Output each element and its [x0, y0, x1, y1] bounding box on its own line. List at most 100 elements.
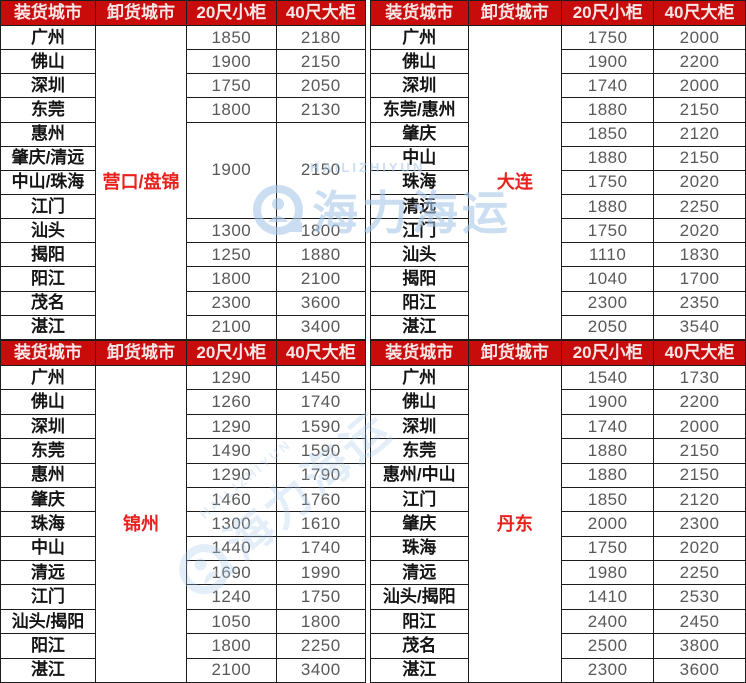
table-row: 中山 1880 2150 [370, 145, 746, 171]
table-row: 阳江 1800 2250 [0, 633, 367, 659]
table-row: 湛江 2100 3400 [0, 657, 367, 683]
price-20ft-cell: 1750 [561, 535, 655, 562]
price-20ft-cell: 1690 [186, 559, 277, 586]
loading-city-cell: 阳江 [370, 290, 469, 316]
price-20ft-cell: 1300 [186, 218, 277, 244]
table-row: 汕头 1110 1830 [370, 242, 746, 268]
loading-city-cell: 江门 [0, 193, 96, 220]
table-row: 湛江 2100 3400 [0, 314, 367, 341]
price-20ft-cell: 1900 [561, 49, 655, 75]
price-20ft-cell: 2500 [561, 633, 655, 659]
price-20ft-cell: 1850 [186, 24, 277, 51]
rate-table-dandong: 装货城市 卸货城市 20尺小柜 40尺大柜 广州 丹东 1540 1730 佛山 1900… [370, 340, 746, 683]
price-40ft-cell: 1800 [275, 218, 367, 244]
loading-city-cell: 湛江 [0, 657, 96, 683]
loading-city-cell: 珠海 [0, 511, 96, 537]
loading-city-cell: 揭阳 [0, 242, 96, 268]
price-40ft-cell: 2150 [653, 462, 746, 488]
table-row: 珠海 1300 1610 [0, 511, 367, 537]
table-row: 广州 锦州 1290 1450 [0, 364, 367, 683]
table-header-row: 装货城市 卸货城市 20尺小柜 40尺大柜 [370, 0, 746, 26]
column-header-40ft: 40尺大柜 [653, 340, 746, 366]
price-40ft-cell: 3540 [653, 314, 746, 341]
price-40ft-cell: 2530 [653, 584, 746, 610]
loading-city-cell: 汕头 [0, 218, 96, 244]
price-20ft-cell: 1880 [561, 438, 655, 464]
destination-city-cell: 营口/盘锦 [94, 25, 188, 340]
loading-city-cell: 东莞 [0, 97, 96, 123]
loading-city-cell: 江门 [370, 486, 469, 513]
table-header-row: 装货城市 卸货城市 20尺小柜 40尺大柜 [0, 340, 367, 366]
price-20ft-cell: 1290 [186, 413, 277, 440]
price-40ft-cell: 3600 [653, 657, 746, 683]
price-20ft-cell: 1290 [186, 462, 277, 488]
price-40ft-cell: 2180 [275, 24, 367, 51]
column-header-loading-city: 装货城市 [370, 0, 469, 26]
price-20ft-cell: 1900 [561, 389, 655, 415]
destination-city-cell: 丹东 [467, 365, 563, 683]
column-header-20ft: 20尺小柜 [186, 0, 277, 26]
table-row: 湛江 2050 3540 [370, 314, 746, 341]
price-20ft-cell: 1490 [186, 438, 277, 464]
rate-table-yingkou-panjin: 装货城市 卸货城市 20尺小柜 40尺大柜 广州 营口/盘锦 1850 2180 佛山 1… [0, 0, 367, 341]
price-40ft-cell: 2020 [653, 169, 746, 195]
price-20ft-cell: 1540 [561, 364, 655, 391]
price-40ft-cell: 2020 [653, 218, 746, 244]
price-20ft-cell: 1980 [561, 559, 655, 586]
column-header-20ft: 20尺小柜 [186, 340, 277, 366]
price-20ft-cell: 1750 [561, 24, 655, 51]
price-40ft-cell: 1740 [275, 535, 367, 562]
table-header-row: 装货城市 卸货城市 20尺小柜 40尺大柜 [370, 340, 746, 366]
table-row: 广州 丹东 1540 1730 [370, 364, 746, 683]
price-40ft-cell: 3600 [275, 290, 367, 316]
loading-city-cell: 中山 [370, 145, 469, 171]
table-row: 江门 1750 2020 [370, 218, 746, 244]
price-40ft-cell: 2100 [275, 266, 367, 292]
table-row: 佛山 1900 2200 [370, 389, 746, 415]
price-20ft-cell: 1440 [186, 535, 277, 562]
price-40ft-cell: 2350 [653, 290, 746, 316]
table-row: 广州 营口/盘锦 1850 2180 [0, 24, 367, 340]
table-body: 广州 锦州 1290 1450 佛山 1260 1740 深圳 1290 1590 东莞 1490 15… [0, 364, 367, 683]
loading-city-cell: 汕头 [370, 242, 469, 268]
price-40ft-cell: 2130 [275, 97, 367, 123]
price-40ft-cell: 2000 [653, 413, 746, 440]
price-20ft-cell: 2100 [186, 314, 277, 341]
table-row: 茂名 2500 3800 [370, 633, 746, 659]
price-20ft-cell: 1250 [186, 242, 277, 268]
loading-city-cell: 佛山 [370, 389, 469, 415]
price-40ft-cell: 2150 [275, 121, 367, 220]
column-header-40ft: 40尺大柜 [275, 340, 367, 366]
price-20ft-cell: 1900 [186, 121, 277, 220]
column-header-unloading-city: 卸货城市 [467, 340, 563, 366]
table-row: 东莞 1800 2130 [0, 97, 367, 123]
loading-city-cell: 广州 [0, 24, 96, 51]
table-row: 肇庆/清远 [0, 145, 366, 171]
loading-city-cell: 阳江 [0, 266, 96, 292]
loading-city-cell: 湛江 [0, 314, 96, 341]
price-40ft-cell: 2250 [653, 193, 746, 220]
price-20ft-cell: 1800 [186, 97, 277, 123]
loading-city-cell: 肇庆/清远 [0, 145, 96, 171]
table-row: 佛山 1900 2150 [0, 49, 367, 75]
price-20ft-cell: 1880 [561, 97, 655, 123]
loading-city-cell: 深圳 [370, 73, 469, 99]
table-row: 中山 1440 1740 [0, 535, 367, 562]
column-header-40ft: 40尺大柜 [275, 0, 367, 26]
price-20ft-cell: 1880 [561, 462, 655, 488]
loading-city-cell: 肇庆 [370, 511, 469, 537]
table-row: 阳江 1800 2100 [0, 266, 367, 292]
rate-table-jinzhou: 装货城市 卸货城市 20尺小柜 40尺大柜 广州 锦州 1290 1450 佛山 1260… [0, 340, 367, 683]
loading-city-cell: 阳江 [370, 608, 469, 635]
loading-city-cell: 湛江 [370, 314, 469, 341]
price-40ft-cell: 2050 [275, 73, 367, 99]
table-row: 珠海 1750 2020 [370, 169, 746, 195]
table-row: 江门 1240 1750 [0, 584, 367, 610]
price-40ft-cell: 2200 [653, 389, 746, 415]
price-20ft-cell: 2300 [561, 657, 655, 683]
loading-city-cell: 珠海 [370, 169, 469, 195]
price-40ft-cell: 1790 [275, 462, 367, 488]
price-20ft-cell: 1800 [186, 266, 277, 292]
price-20ft-cell: 2400 [561, 608, 655, 635]
